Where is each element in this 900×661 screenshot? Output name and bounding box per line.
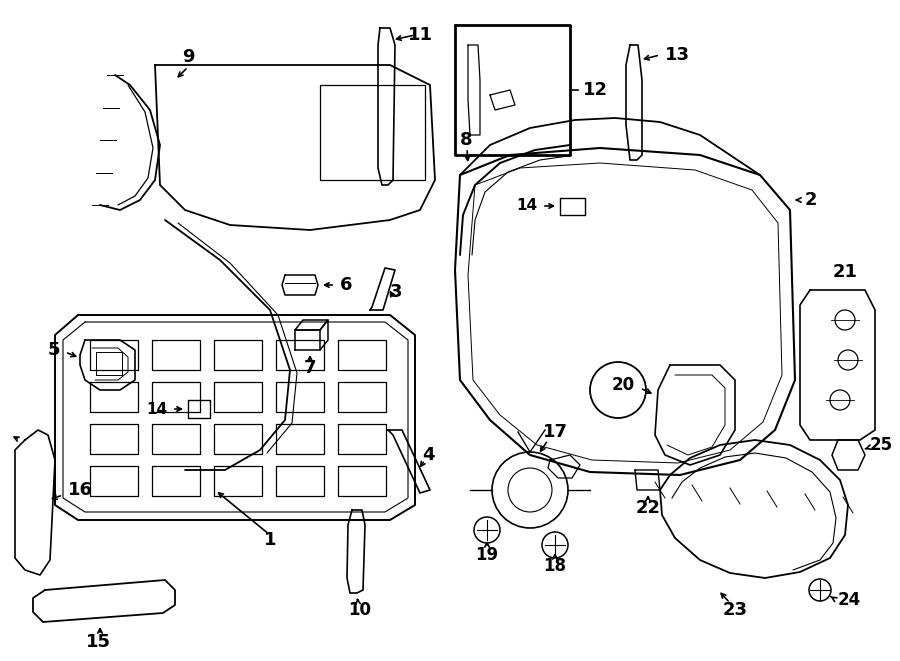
Text: 8: 8 [460, 131, 473, 149]
Text: 23: 23 [723, 601, 748, 619]
Text: 11: 11 [408, 26, 433, 44]
Text: 19: 19 [475, 546, 499, 564]
Text: 13: 13 [665, 46, 690, 64]
Text: 7: 7 [304, 359, 316, 377]
Text: 9: 9 [182, 48, 194, 66]
Text: 15: 15 [86, 633, 111, 651]
Text: 1: 1 [264, 531, 276, 549]
Text: 12: 12 [583, 81, 608, 99]
Text: 25: 25 [870, 436, 893, 454]
Text: 17: 17 [543, 423, 568, 441]
Text: 21: 21 [832, 263, 858, 281]
Text: 24: 24 [838, 591, 861, 609]
Text: 20: 20 [612, 376, 635, 394]
Text: 10: 10 [348, 601, 372, 619]
Text: 6: 6 [340, 276, 353, 294]
Text: 14: 14 [147, 401, 167, 416]
Text: 22: 22 [635, 499, 661, 517]
Text: 18: 18 [544, 557, 566, 575]
Text: 2: 2 [805, 191, 817, 209]
Text: 14: 14 [517, 198, 537, 214]
Text: 16: 16 [68, 481, 93, 499]
Text: 3: 3 [390, 283, 402, 301]
Text: 4: 4 [422, 446, 434, 464]
Text: 5: 5 [48, 341, 60, 359]
